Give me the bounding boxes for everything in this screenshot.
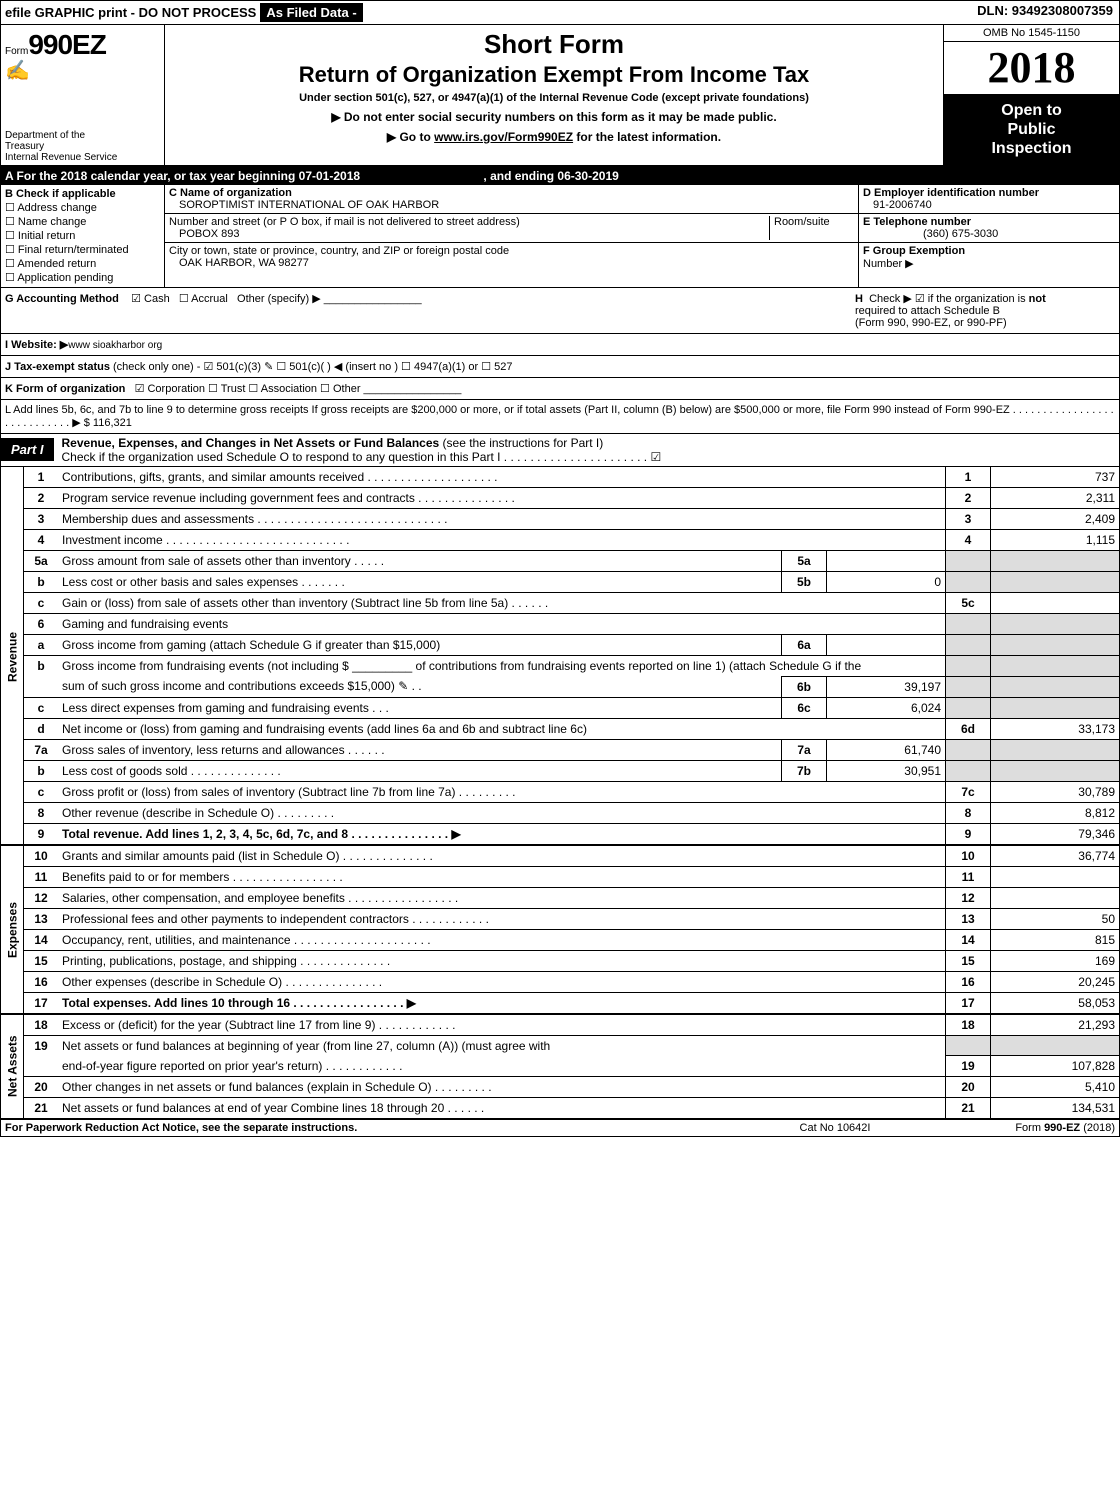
irs-eagle-icon: ✍ — [5, 61, 160, 81]
omb-number: OMB No 1545-1150 — [944, 25, 1119, 42]
expenses-side-label: Expenses — [1, 845, 24, 1014]
efile-prefix: efile GRAPHIC print - DO NOT PROCESS — [5, 5, 256, 20]
part1-tag: Part I — [1, 438, 54, 461]
footer-left: For Paperwork Reduction Act Notice, see … — [5, 1122, 735, 1134]
part1-header: Part I Revenue, Expenses, and Changes in… — [1, 434, 1119, 467]
footer-right: Form 990-EZ (2018) — [935, 1122, 1115, 1134]
page-footer: For Paperwork Reduction Act Notice, see … — [1, 1119, 1119, 1136]
part1-table: Revenue 1 Contributions, gifts, grants, … — [1, 467, 1119, 1120]
efile-top-bar: efile GRAPHIC print - DO NOT PROCESS As … — [1, 1, 1119, 25]
netassets-side-label: Net Assets — [1, 1014, 24, 1119]
dln-label: DLN: 93492308007359 — [971, 1, 1119, 24]
tax-year: 2018 — [944, 42, 1119, 95]
tax-year-bar: A For the 2018 calendar year, or tax yea… — [1, 167, 1119, 185]
ssn-warning: ▶ Do not enter social security numbers o… — [173, 110, 935, 124]
revenue-side-label: Revenue — [1, 467, 24, 845]
form-number: 990EZ — [28, 29, 106, 60]
short-form-label: Short Form — [173, 29, 935, 60]
as-filed-label: As Filed Data - — [260, 3, 362, 22]
goto-prefix: ▶ Go to — [387, 130, 434, 144]
dept-line-3: Internal Revenue Service — [5, 152, 117, 163]
section-b: B Check if applicable ☐ Address change ☐… — [1, 185, 165, 287]
goto-suffix: for the latest information. — [573, 130, 721, 144]
section-bcdef: B Check if applicable ☐ Address change ☐… — [1, 185, 1119, 288]
row-l: L Add lines 5b, 6c, and 7b to line 9 to … — [1, 400, 1119, 434]
dept-line-2: Treasury — [5, 141, 117, 152]
form-prefix: Form — [5, 46, 28, 57]
dept-line-1: Department of the — [5, 130, 117, 141]
open-to-public-inspection: Open to Public Inspection — [944, 95, 1119, 165]
row-k: K Form of organization ☑ Corporation ☐ T… — [1, 378, 1119, 400]
footer-mid: Cat No 10642I — [735, 1122, 935, 1134]
section-c: C Name of organization SOROPTIMIST INTER… — [165, 185, 859, 287]
goto-link[interactable]: www.irs.gov/Form990EZ — [434, 130, 573, 144]
form-title: Return of Organization Exempt From Incom… — [173, 62, 935, 88]
section-def: D Employer identification number 91-2006… — [859, 185, 1119, 287]
form-header: Form990EZ ✍ Department of the Treasury I… — [1, 25, 1119, 167]
row-gh: G Accounting Method ☑ Cash ☐ Accrual Oth… — [1, 288, 1119, 334]
row-j: J Tax-exempt status (check only one) - ☑… — [1, 356, 1119, 378]
under-section: Under section 501(c), 527, or 4947(a)(1)… — [173, 92, 935, 104]
row-i: I Website: ▶www sioakharbor org — [1, 334, 1119, 356]
